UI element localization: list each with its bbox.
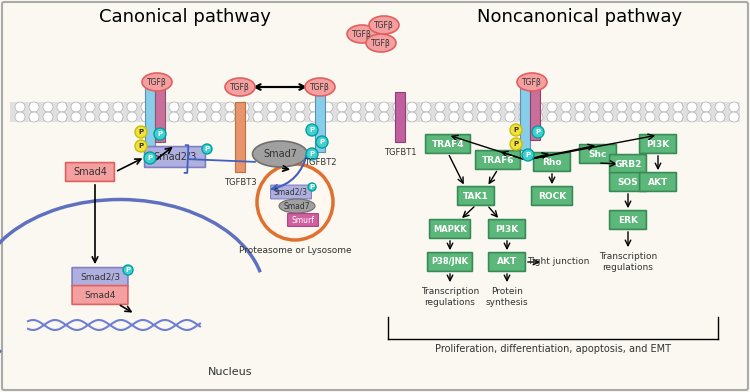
Text: Proliferation, differentiation, apoptosis, and EMT: Proliferation, differentiation, apoptosi… — [435, 344, 671, 354]
Text: P: P — [310, 127, 314, 133]
Text: TGFβ: TGFβ — [374, 20, 394, 29]
Text: ROCK: ROCK — [538, 192, 566, 200]
Circle shape — [253, 112, 263, 122]
Circle shape — [281, 112, 291, 122]
Circle shape — [393, 102, 403, 112]
Circle shape — [169, 112, 179, 122]
Circle shape — [715, 112, 725, 122]
Circle shape — [15, 112, 25, 122]
Circle shape — [197, 112, 207, 122]
Ellipse shape — [142, 73, 172, 91]
Text: Transcription
regulations: Transcription regulations — [421, 287, 479, 307]
Circle shape — [57, 102, 67, 112]
Circle shape — [43, 112, 53, 122]
Text: Transcription
regulations: Transcription regulations — [598, 252, 657, 272]
Bar — [10, 102, 740, 122]
Circle shape — [631, 102, 641, 112]
Text: TGFβ: TGFβ — [522, 78, 542, 87]
Text: P: P — [514, 141, 518, 147]
Circle shape — [533, 102, 543, 112]
Circle shape — [659, 112, 669, 122]
Text: Smad2/3: Smad2/3 — [80, 272, 120, 281]
Circle shape — [510, 138, 522, 150]
Circle shape — [144, 152, 156, 164]
Text: TGFBT1: TGFBT1 — [384, 148, 416, 157]
Circle shape — [631, 112, 641, 122]
Circle shape — [308, 183, 316, 191]
Circle shape — [491, 102, 501, 112]
FancyBboxPatch shape — [640, 134, 676, 153]
Text: P: P — [514, 127, 518, 133]
Circle shape — [379, 102, 389, 112]
Circle shape — [645, 112, 655, 122]
Ellipse shape — [366, 34, 396, 52]
Circle shape — [575, 112, 585, 122]
Circle shape — [113, 102, 123, 112]
Circle shape — [547, 102, 557, 112]
Circle shape — [365, 102, 375, 112]
Circle shape — [337, 102, 347, 112]
Circle shape — [491, 112, 501, 122]
Text: Smad7: Smad7 — [263, 149, 297, 159]
Text: TGFβ: TGFβ — [371, 38, 391, 47]
Circle shape — [127, 102, 137, 112]
Ellipse shape — [279, 199, 315, 213]
Circle shape — [337, 112, 347, 122]
Circle shape — [729, 112, 739, 122]
Circle shape — [85, 112, 95, 122]
FancyBboxPatch shape — [640, 172, 676, 191]
Circle shape — [435, 112, 445, 122]
Circle shape — [407, 102, 417, 112]
Circle shape — [306, 148, 318, 160]
Text: P: P — [148, 155, 152, 161]
Circle shape — [99, 112, 109, 122]
Text: P: P — [310, 151, 314, 157]
Circle shape — [127, 112, 137, 122]
Text: P38/JNK: P38/JNK — [431, 258, 469, 267]
Circle shape — [519, 112, 529, 122]
Bar — [155, 82, 165, 142]
Text: Canonical pathway: Canonical pathway — [99, 8, 271, 26]
FancyBboxPatch shape — [271, 185, 311, 199]
Circle shape — [211, 102, 221, 112]
Circle shape — [645, 102, 655, 112]
Text: P: P — [310, 184, 314, 190]
Circle shape — [659, 102, 669, 112]
Text: Shc: Shc — [589, 149, 608, 158]
Circle shape — [225, 102, 235, 112]
Text: AKT: AKT — [648, 178, 668, 187]
Circle shape — [15, 102, 25, 112]
Circle shape — [99, 102, 109, 112]
Text: MAPKK: MAPKK — [433, 225, 466, 234]
Circle shape — [547, 112, 557, 122]
Circle shape — [435, 102, 445, 112]
Circle shape — [57, 112, 67, 122]
Text: Proteasome or Lysosome: Proteasome or Lysosome — [238, 245, 351, 254]
Circle shape — [532, 126, 544, 138]
FancyBboxPatch shape — [580, 145, 616, 163]
Circle shape — [522, 149, 534, 161]
Ellipse shape — [225, 78, 255, 96]
Circle shape — [505, 112, 515, 122]
Circle shape — [603, 102, 613, 112]
Circle shape — [351, 102, 361, 112]
Circle shape — [309, 102, 319, 112]
Text: TGFβ: TGFβ — [352, 29, 372, 38]
FancyBboxPatch shape — [610, 211, 646, 229]
Circle shape — [29, 102, 39, 112]
Circle shape — [323, 112, 333, 122]
FancyBboxPatch shape — [427, 252, 472, 271]
Circle shape — [267, 102, 277, 112]
Circle shape — [253, 102, 263, 112]
Ellipse shape — [369, 16, 399, 34]
Circle shape — [365, 112, 375, 122]
Text: GRB2: GRB2 — [614, 160, 642, 169]
Circle shape — [316, 136, 328, 148]
FancyBboxPatch shape — [72, 286, 128, 305]
Circle shape — [379, 112, 389, 122]
Circle shape — [135, 126, 147, 138]
Circle shape — [239, 102, 249, 112]
Circle shape — [589, 112, 599, 122]
Circle shape — [239, 112, 249, 122]
